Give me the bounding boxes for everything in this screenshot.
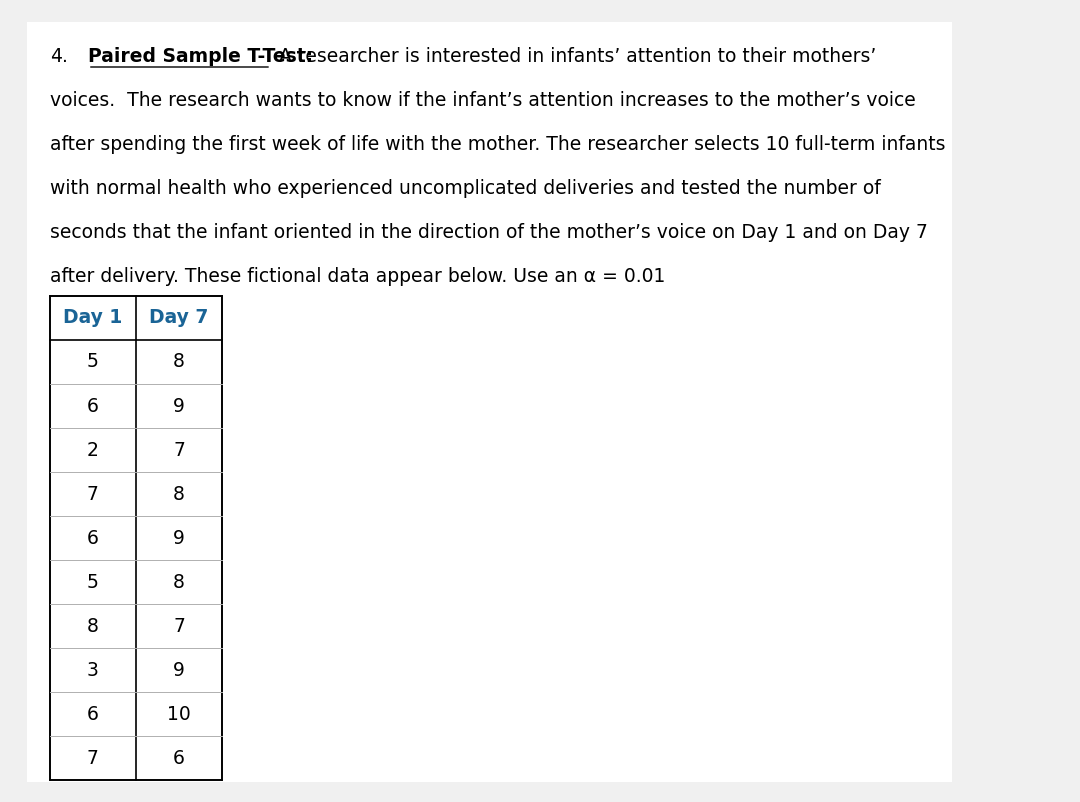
Text: 9: 9 [173,661,185,679]
Text: 7: 7 [87,748,99,768]
Text: 3: 3 [87,661,99,679]
Text: after delivery. These fictional data appear below. Use an α = 0.01: after delivery. These fictional data app… [50,267,665,286]
Text: 4.: 4. [50,47,68,66]
Text: after spending the first week of life with the mother. The researcher selects 10: after spending the first week of life wi… [50,135,945,154]
Text: 8: 8 [87,617,99,635]
Text: Paired Sample T-Test:: Paired Sample T-Test: [87,47,313,66]
Text: Day 1: Day 1 [64,309,122,327]
Text: 6: 6 [87,396,99,415]
Text: 2: 2 [87,440,99,460]
Text: 7: 7 [173,617,185,635]
Text: 10: 10 [167,704,191,723]
Text: 9: 9 [173,396,185,415]
Text: with normal health who experienced uncomplicated deliveries and tested the numbe: with normal health who experienced uncom… [50,179,880,198]
Text: 7: 7 [87,484,99,504]
Text: voices.  The research wants to know if the infant’s attention increases to the m: voices. The research wants to know if th… [50,91,916,110]
Text: 9: 9 [173,529,185,548]
Text: 6: 6 [173,748,185,768]
Text: 7: 7 [173,440,185,460]
Text: 8: 8 [173,573,185,592]
Text: 8: 8 [173,484,185,504]
Text: 8: 8 [173,353,185,371]
Text: 6: 6 [87,529,99,548]
Text: seconds that the infant oriented in the direction of the mother’s voice on Day 1: seconds that the infant oriented in the … [50,223,928,242]
Text: 6: 6 [87,704,99,723]
Text: 5: 5 [87,573,99,592]
Text: 5: 5 [87,353,99,371]
Bar [50,296,222,780]
FancyBboxPatch shape [27,22,951,782]
Text: Day 7: Day 7 [149,309,208,327]
Text: A researcher is interested in infants’ attention to their mothers’: A researcher is interested in infants’ a… [273,47,876,66]
